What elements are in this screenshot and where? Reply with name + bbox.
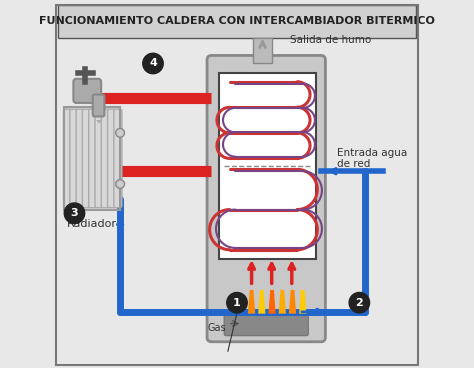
- FancyBboxPatch shape: [114, 109, 122, 208]
- Text: FUNCIONAMIENTO CALDERA CON INTERCAMBIADOR BITERMICO: FUNCIONAMIENTO CALDERA CON INTERCAMBIADO…: [39, 17, 435, 26]
- FancyBboxPatch shape: [73, 79, 101, 103]
- Text: Entrada agua
de red: Entrada agua de red: [337, 148, 408, 169]
- Circle shape: [116, 128, 125, 137]
- FancyBboxPatch shape: [58, 5, 416, 38]
- FancyBboxPatch shape: [82, 109, 91, 208]
- Polygon shape: [96, 120, 101, 124]
- Polygon shape: [248, 290, 255, 314]
- FancyBboxPatch shape: [254, 38, 272, 63]
- Text: Radiador: Radiador: [67, 219, 117, 229]
- Polygon shape: [299, 290, 306, 314]
- Polygon shape: [289, 290, 296, 314]
- Text: 1: 1: [233, 298, 241, 308]
- FancyBboxPatch shape: [95, 109, 103, 208]
- FancyBboxPatch shape: [224, 312, 308, 336]
- Text: Salida de humo: Salida de humo: [290, 35, 371, 45]
- Text: 3: 3: [71, 208, 78, 218]
- Circle shape: [143, 53, 163, 74]
- Polygon shape: [268, 290, 276, 314]
- FancyBboxPatch shape: [101, 109, 109, 208]
- FancyBboxPatch shape: [93, 95, 104, 116]
- Circle shape: [227, 293, 247, 313]
- Circle shape: [116, 180, 125, 188]
- FancyBboxPatch shape: [219, 72, 316, 259]
- FancyBboxPatch shape: [108, 109, 116, 208]
- Circle shape: [349, 293, 370, 313]
- FancyBboxPatch shape: [76, 109, 84, 208]
- FancyBboxPatch shape: [207, 56, 325, 342]
- Polygon shape: [279, 290, 286, 314]
- Text: 4: 4: [149, 59, 157, 68]
- FancyBboxPatch shape: [64, 109, 72, 208]
- Circle shape: [64, 203, 85, 223]
- FancyBboxPatch shape: [70, 109, 78, 208]
- FancyBboxPatch shape: [89, 109, 97, 208]
- Text: 2: 2: [356, 298, 363, 308]
- Polygon shape: [258, 290, 265, 314]
- Text: Gas: Gas: [208, 323, 226, 333]
